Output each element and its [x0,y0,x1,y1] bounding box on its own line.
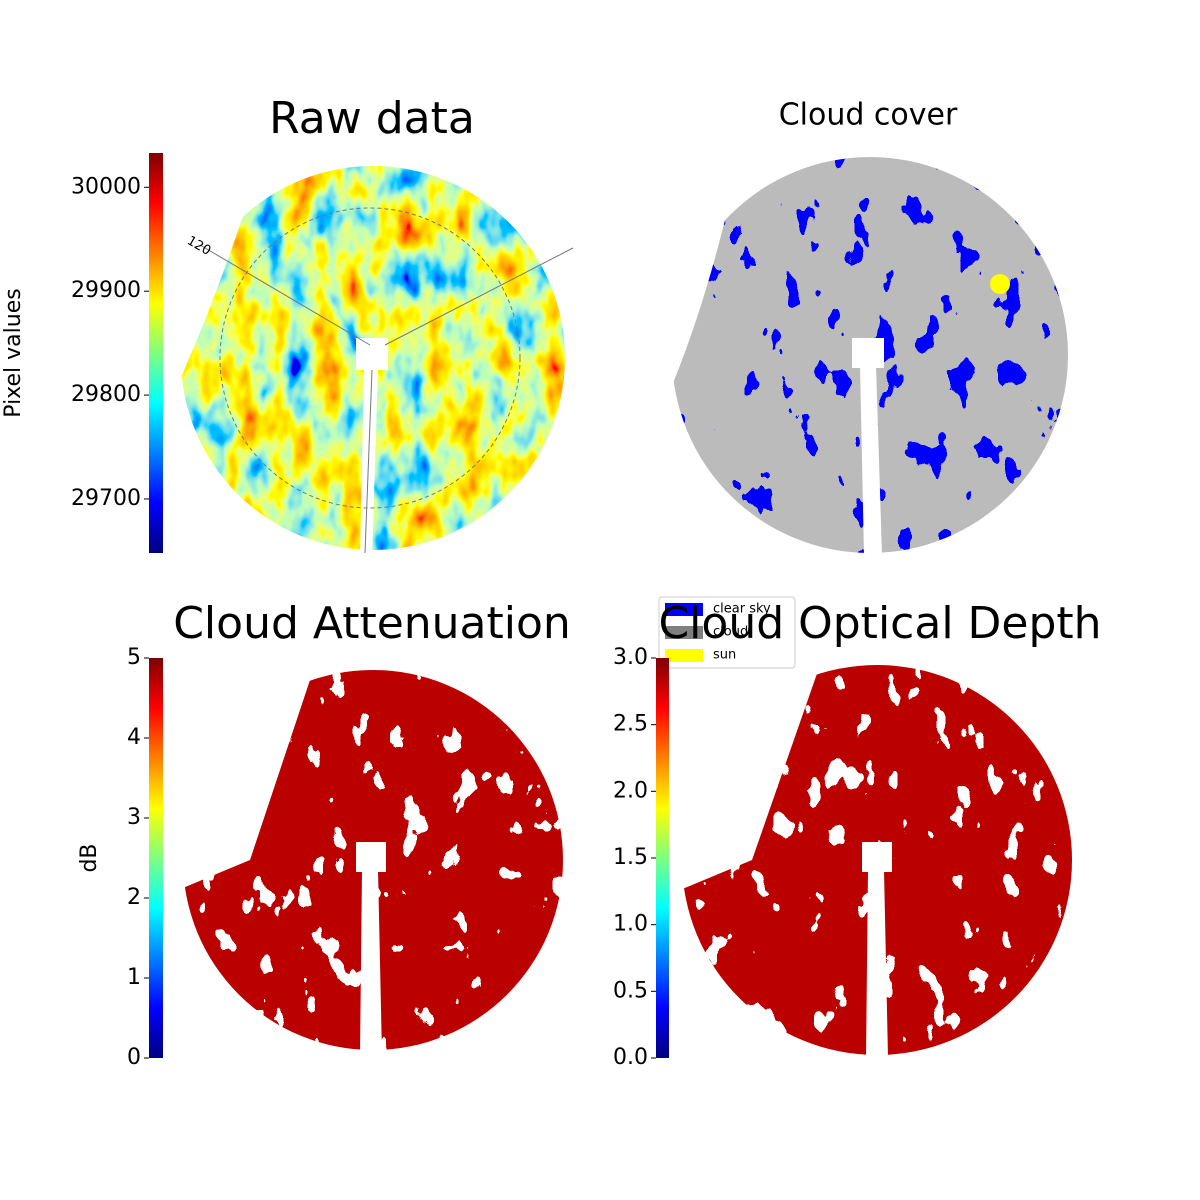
colorbar-tick-label: 3.0 [613,645,648,670]
panel-title: Raw data [269,93,475,144]
colorbar-label: dB [77,843,102,872]
colorbar-tick-label: 1.0 [613,912,648,937]
cover-image [660,150,1068,555]
legend-label: sun [713,648,736,663]
colorbar-tick-label: 29900 [71,278,141,303]
colorbar-tick-label: 30000 [71,174,141,199]
raw-image [170,150,574,560]
colorbar-tick-label: 29700 [71,486,141,511]
legend-swatch [665,649,703,662]
colorbar-tick-label: 2 [127,885,141,910]
colorbar [149,153,163,553]
optical-depth-image [675,660,1072,1058]
colorbar-tick-label: 2.0 [613,778,648,803]
legend-label: clear sky [713,602,771,617]
legend-label: cloud [713,625,748,640]
legend-swatch [665,603,703,616]
colorbar-tick-label: 5 [127,645,141,670]
colorbar-tick-label: 0 [127,1045,141,1070]
colorbar-tick-label: 0.5 [613,978,648,1003]
legend-swatch [665,626,703,639]
colorbar-tick-label: 1 [127,965,141,990]
panel-title: Cloud Attenuation [173,598,571,649]
colorbar [149,658,163,1058]
attenuation-image [175,660,563,1055]
colorbar-label: Pixel values [1,288,26,417]
panel-title: Cloud cover [779,98,958,133]
colorbar-tick-label: 2.5 [613,712,648,737]
colorbar-tick-label: 3 [127,805,141,830]
colorbar-tick-label: 29800 [71,382,141,407]
colorbar-tick-label: 1.5 [613,845,648,870]
colorbar-tick-label: 4 [127,725,141,750]
colorbar [656,658,669,1058]
panel-title: Cloud Optical Depth [658,598,1101,649]
colorbar-tick-label: 0.0 [613,1045,648,1070]
